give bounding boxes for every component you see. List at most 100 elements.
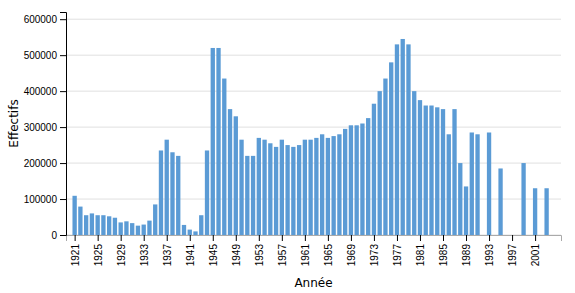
bar [550, 235, 554, 236]
tick: 1937 [162, 235, 173, 266]
bar [113, 218, 117, 235]
plot: 1921192519291933193719411945194919531957… [24, 13, 562, 267]
tick: 1921 [70, 235, 81, 266]
grid-line [66, 91, 561, 92]
bar [401, 39, 405, 235]
bar [343, 129, 347, 235]
bar [389, 62, 393, 235]
grid-line [66, 199, 561, 200]
bar [193, 231, 197, 235]
bar [498, 168, 502, 235]
bar [337, 134, 341, 235]
bar [182, 225, 186, 235]
bar [424, 106, 428, 235]
bar [366, 118, 370, 235]
bar [78, 207, 82, 235]
tick-label: 1997 [507, 244, 518, 267]
tick-label: 1941 [185, 244, 196, 267]
tick-mark [98, 235, 99, 241]
tick: 200000 [24, 158, 66, 169]
bar [429, 106, 433, 235]
bar [170, 152, 174, 235]
tick-label: 1989 [461, 244, 472, 267]
bar [314, 138, 318, 235]
tick-label: 1945 [208, 244, 219, 267]
tick: 400000 [24, 86, 66, 97]
bar [464, 186, 468, 235]
tick: 1989 [461, 235, 472, 266]
tick-label: 1965 [323, 244, 334, 267]
tick-mark [259, 235, 260, 241]
bar [84, 215, 88, 235]
tick: 1985 [438, 235, 449, 266]
tick: 1969 [346, 235, 357, 266]
bar [475, 134, 479, 235]
tick-label: 1977 [392, 244, 403, 267]
bar [159, 150, 163, 235]
bar [280, 140, 284, 235]
tick: 1961 [300, 235, 311, 266]
tick-mark [121, 235, 122, 241]
y-axis-title: Effectifs [7, 99, 21, 147]
tick-label: 0 [51, 230, 57, 241]
bar [165, 140, 169, 235]
bar [119, 222, 123, 235]
bar [406, 44, 410, 235]
tick-label: 1933 [139, 244, 150, 267]
bar [205, 150, 209, 235]
axis-line [67, 236, 562, 242]
tick: 1953 [254, 235, 265, 266]
tick-mark [75, 235, 76, 241]
bar [521, 163, 525, 235]
bar [142, 225, 146, 235]
tick-mark [535, 235, 536, 241]
tick-label: 200000 [24, 158, 58, 169]
tick-label: 1929 [116, 244, 127, 267]
tick-mark [60, 91, 66, 92]
bar [297, 145, 301, 235]
bar [274, 147, 278, 235]
tick: 1993 [484, 235, 495, 266]
bar [257, 138, 261, 235]
grid-line [66, 55, 561, 56]
bar [481, 235, 485, 236]
bar [504, 235, 508, 236]
bar [251, 156, 255, 235]
bar [320, 134, 324, 235]
tick: 1981 [415, 235, 426, 266]
bar [147, 221, 151, 235]
bar [136, 226, 140, 235]
tick-mark [466, 235, 467, 241]
tick-label: 1937 [162, 244, 173, 267]
grid-line [66, 19, 561, 20]
tick-label: 1953 [254, 244, 265, 267]
bar [435, 107, 439, 235]
bar [372, 104, 376, 235]
bar [72, 196, 76, 235]
tick: 1945 [208, 235, 219, 266]
tick-mark [374, 235, 375, 241]
bar [418, 100, 422, 235]
tick: 1977 [392, 235, 403, 266]
tick: 1997 [507, 235, 518, 266]
bar [493, 235, 497, 236]
bar [153, 204, 157, 235]
tick-mark [328, 235, 329, 241]
tick-label: 1985 [438, 244, 449, 267]
bar [95, 215, 99, 235]
tick-mark [60, 199, 66, 200]
tick-mark [512, 235, 513, 241]
bar [262, 140, 266, 235]
bar [291, 147, 295, 235]
tick: 2001 [530, 235, 541, 266]
bars [72, 39, 548, 235]
tick-label: 500000 [24, 50, 58, 61]
bar [458, 163, 462, 235]
grid-line [66, 163, 561, 164]
tick-mark [236, 235, 237, 241]
bar [378, 91, 382, 235]
x-axis-title: Année [294, 276, 332, 290]
chart: 1921192519291933193719411945194919531957… [0, 0, 575, 293]
bar [239, 140, 243, 235]
axis-line [60, 13, 67, 236]
